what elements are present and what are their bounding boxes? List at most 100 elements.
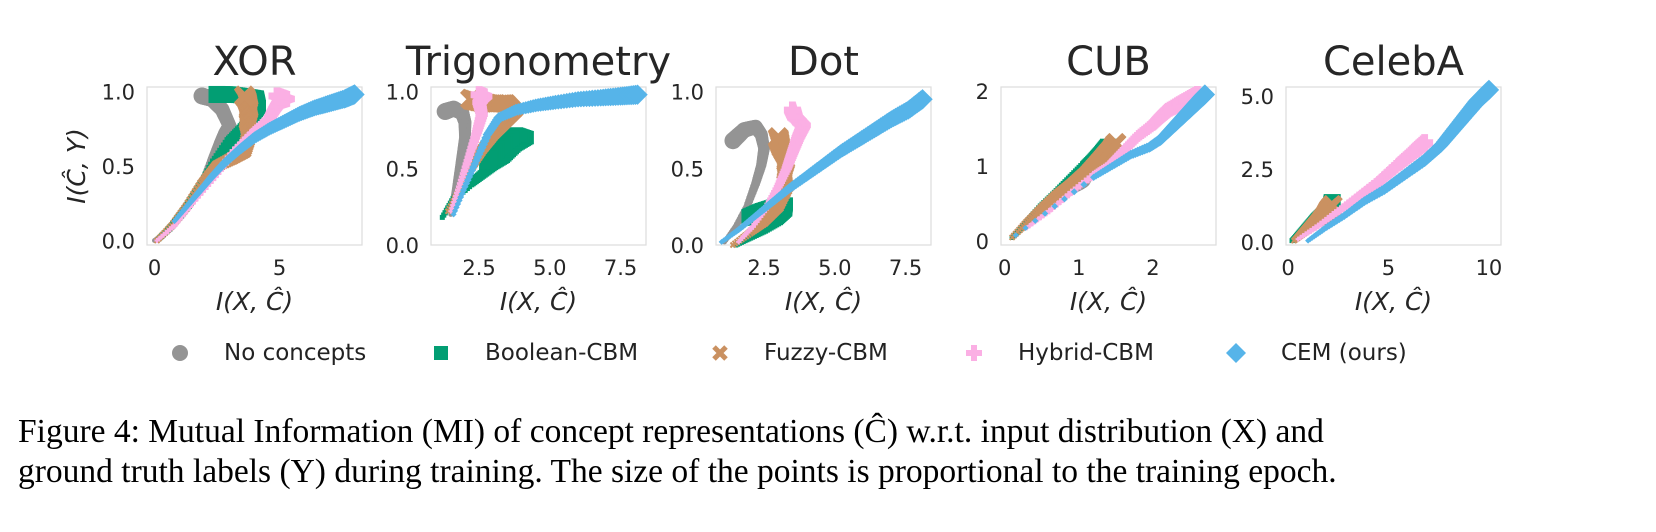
x-tick-label: 5 xyxy=(273,256,286,280)
data-point xyxy=(268,87,286,105)
x-tick-label: 0 xyxy=(148,256,161,280)
data-point xyxy=(1080,180,1088,189)
legend-item-hybrid-cbm: Hybrid-CBM xyxy=(964,340,1154,366)
y-tick-label: 0.5 xyxy=(671,157,704,181)
y-tick-label: 0.0 xyxy=(386,234,419,258)
data-point xyxy=(458,190,466,198)
data-point xyxy=(466,169,475,178)
x-tick-label: 2.5 xyxy=(462,256,495,280)
data-point xyxy=(1322,223,1331,231)
legend-item-no-concepts: No concepts xyxy=(170,340,366,366)
data-point xyxy=(474,149,484,159)
data-point xyxy=(193,87,211,105)
x-axis-label: I(X, Ĉ) xyxy=(1070,286,1147,316)
panel-title: Dot xyxy=(788,39,859,85)
series-no-concepts xyxy=(436,100,472,217)
data-point xyxy=(1027,223,1033,229)
series-cem-ours xyxy=(1305,79,1500,244)
y-tick-label: 1.0 xyxy=(671,81,704,105)
caption-line-1: Figure 4: Mutual Information (MI) of con… xyxy=(18,413,1324,450)
data-point xyxy=(175,212,183,219)
x-tick-label: 7.5 xyxy=(889,256,922,280)
legend-item-boolean-cbm: Boolean-CBM xyxy=(431,340,638,366)
y-tick-label: 0 xyxy=(976,230,989,254)
y-tick-label: 0.0 xyxy=(102,230,135,254)
data-point xyxy=(459,186,468,194)
data-point xyxy=(455,197,463,204)
panel-trigonometry: Trigonometry 0.0 0.5 1.0 2.5 5.0 7.5 I(X, Ĉ) xyxy=(386,39,672,316)
data-point xyxy=(627,84,648,105)
data-point xyxy=(724,234,732,241)
series-hybrid-cbm xyxy=(448,86,493,214)
legend-label: CEM (ours) xyxy=(1281,340,1407,366)
data-point xyxy=(457,193,465,201)
x-axis-label: I(X, Ĉ) xyxy=(785,286,862,316)
series-cem-ours xyxy=(450,84,648,218)
x-axis-label: I(X, Ĉ) xyxy=(1355,286,1432,316)
data-point xyxy=(344,84,365,105)
data-point xyxy=(912,89,933,110)
diamond-marker-icon xyxy=(1226,343,1246,363)
y-tick-label: 0.5 xyxy=(386,157,419,181)
data-point xyxy=(451,207,459,214)
y-tick-label: 1 xyxy=(976,155,989,179)
data-point xyxy=(783,101,801,119)
y-tick-label: 2.5 xyxy=(1241,158,1274,182)
x-marker-icon xyxy=(712,345,728,361)
data-point xyxy=(462,179,471,188)
panel-cub: CUB 0 1 2 0 1 2 I(X, Ĉ) xyxy=(976,39,1217,316)
data-point xyxy=(724,132,742,150)
series-hybrid-cbm xyxy=(736,101,811,245)
legend-label: No concepts xyxy=(224,340,367,366)
legend-label: Boolean-CBM xyxy=(485,340,639,366)
data-point xyxy=(467,166,477,175)
data-point xyxy=(1032,217,1039,224)
y-tick-label: 2 xyxy=(976,80,989,104)
panel-title: CelebA xyxy=(1323,39,1465,85)
x-tick-label: 7.5 xyxy=(604,256,637,280)
data-point xyxy=(470,86,488,104)
data-point xyxy=(1416,134,1434,152)
figure-caption: Figure 4: Mutual Information (MI) of con… xyxy=(18,412,1648,492)
data-point xyxy=(1194,84,1216,105)
data-point xyxy=(1330,218,1339,227)
series-hybrid-cbm xyxy=(1024,86,1206,231)
x-tick-label: 1 xyxy=(1072,256,1085,280)
data-point xyxy=(1041,210,1049,217)
data-point xyxy=(1061,195,1068,203)
x-tick-label: 0 xyxy=(998,256,1011,280)
square-marker-icon xyxy=(434,346,448,360)
legend-label: Fuzzy-CBM xyxy=(764,340,888,366)
x-axis-label: I(X, Ĉ) xyxy=(500,286,577,316)
caption-line-2: ground truth labels (Y) during training.… xyxy=(18,453,1337,490)
series-hybrid-cbm xyxy=(1295,134,1434,242)
legend-item-cem: CEM (ours) xyxy=(1225,340,1407,366)
panel-title: CUB xyxy=(1066,39,1151,85)
data-point xyxy=(767,127,789,149)
x-tick-label: 10 xyxy=(1476,256,1503,280)
series-cem-ours xyxy=(1012,84,1216,239)
y-tick-label: 0.0 xyxy=(1241,231,1274,255)
panel-title: Trigonometry xyxy=(405,39,671,85)
data-point xyxy=(737,224,745,232)
legend-item-fuzzy-cbm: Fuzzy-CBM xyxy=(710,340,888,366)
x-tick-label: 2 xyxy=(1146,256,1159,280)
y-tick-label: 1.0 xyxy=(386,81,419,105)
series-cem-ours xyxy=(171,84,365,225)
data-point xyxy=(1478,79,1500,101)
data-point xyxy=(465,173,474,181)
panel-title: XOR xyxy=(212,39,296,85)
panel-xor: XOR 0.0 0.5 1.0 0 5 I(X, Ĉ) I(Ĉ, Y) xyxy=(61,39,365,316)
data-point xyxy=(436,103,454,121)
y-tick-label: 5.0 xyxy=(1241,85,1274,109)
series-cem-ours xyxy=(718,89,933,245)
legend: No concepts Boolean-CBM Fuzzy-CBM Hybrid… xyxy=(0,340,1656,376)
data-point xyxy=(461,183,469,191)
data-point xyxy=(720,237,727,244)
data-point xyxy=(1022,224,1029,232)
series-fuzzy-cbm xyxy=(1290,194,1343,244)
x-tick-label: 0 xyxy=(1281,256,1294,280)
data-point xyxy=(1308,234,1316,241)
data-point xyxy=(208,85,226,103)
x-tick-label: 5 xyxy=(1382,256,1395,280)
